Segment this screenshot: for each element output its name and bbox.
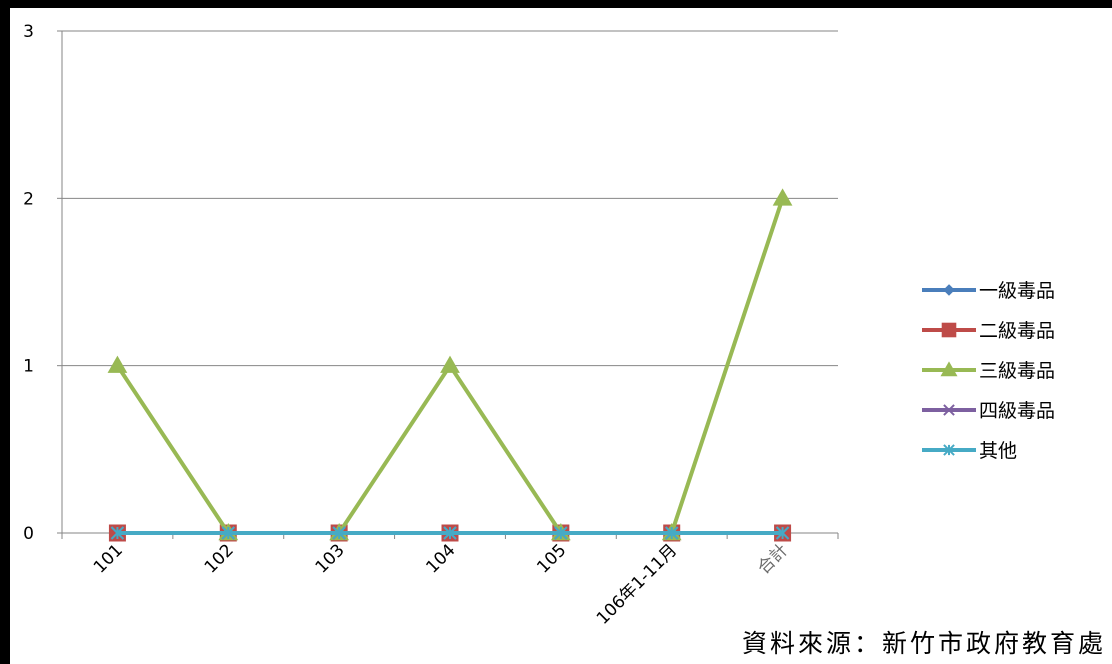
legend-item: 其他 bbox=[922, 440, 1017, 462]
marker-triangle bbox=[772, 188, 793, 206]
legend-item: 四級毒品 bbox=[922, 400, 1055, 422]
marker-triangle bbox=[107, 355, 128, 373]
marker-triangle bbox=[440, 355, 460, 373]
marker-diamond bbox=[943, 284, 955, 296]
legend-item: 二級毒品 bbox=[922, 320, 1055, 342]
x-tick-label: 101 bbox=[90, 540, 127, 577]
x-tick-label: 103 bbox=[312, 540, 349, 577]
series-3 bbox=[107, 188, 793, 541]
y-tick-label: 0 bbox=[23, 524, 34, 544]
y-tick-label: 2 bbox=[23, 189, 34, 209]
legend-label: 四級毒品 bbox=[979, 400, 1055, 422]
legend-label: 三級毒品 bbox=[979, 360, 1055, 382]
source-note: 資料來源：新竹市政府教育處 bbox=[741, 629, 1106, 658]
marker-x bbox=[943, 404, 955, 416]
x-tick-label: 104 bbox=[422, 540, 459, 577]
x-tick-label: 102 bbox=[201, 540, 238, 577]
series-5 bbox=[110, 526, 790, 540]
legend-item: 一級毒品 bbox=[922, 280, 1055, 302]
axes: 0 1 2 3 101 102 103 104 105 106年1-11月 合計 bbox=[23, 22, 839, 629]
y-tick-label: 3 bbox=[23, 22, 34, 42]
x-tick-label: 106年1-11月 bbox=[593, 540, 681, 628]
y-tick-label: 1 bbox=[23, 357, 34, 377]
legend-label: 二級毒品 bbox=[979, 320, 1055, 342]
marker-square bbox=[941, 322, 957, 338]
gridlines bbox=[62, 30, 838, 367]
legend-label: 其他 bbox=[979, 440, 1017, 462]
x-tick-label: 合計 bbox=[754, 540, 792, 578]
x-tick-label: 105 bbox=[533, 540, 570, 577]
legend-label: 一級毒品 bbox=[979, 280, 1055, 302]
series-lines bbox=[107, 188, 793, 542]
legend-item: 三級毒品 bbox=[922, 360, 1055, 382]
marker-triangle bbox=[940, 361, 958, 377]
